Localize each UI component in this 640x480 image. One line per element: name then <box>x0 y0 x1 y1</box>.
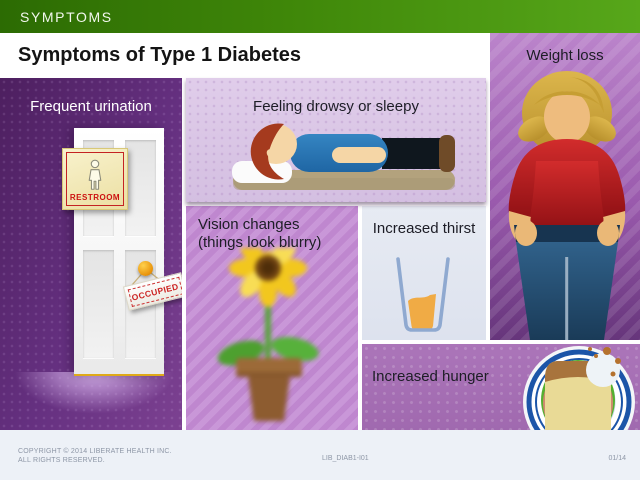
occupied-sign-label: OCCUPIED <box>130 280 180 303</box>
panel-title-line1: Vision changes <box>198 216 300 233</box>
panel-vision-changes: Vision changes (things look blurry) <box>186 206 358 430</box>
footer: COPYRIGHT © 2014 LIBERATE HEALTH INC. AL… <box>0 430 640 480</box>
woman-weight-loss-illustration <box>508 71 626 340</box>
panel-frequent-urination: Frequent urination RESTROOM OCCUPIED <box>0 78 182 430</box>
sandwich-plate-illustration <box>519 344 640 430</box>
panel-title: Increased hunger <box>372 368 489 385</box>
copyright-line2: ALL RIGHTS RESERVED. <box>18 457 105 464</box>
restroom-sign: RESTROOM <box>62 148 128 210</box>
panel-increased-hunger: Increased hunger <box>362 344 640 430</box>
panel-title: Feeling drowsy or sleepy <box>253 98 419 115</box>
document-code: LIB_DIAB1-I01 <box>322 455 369 462</box>
sunflower-illustration <box>217 248 319 421</box>
panel-title: Frequent urination <box>30 98 152 115</box>
door-panel <box>83 250 114 358</box>
door-panel <box>125 140 156 236</box>
copyright-text: COPYRIGHT © 2014 LIBERATE HEALTH INC. AL… <box>18 447 172 465</box>
header-bar: SYMPTOMS <box>0 0 640 33</box>
page-number: 01/14 <box>608 455 626 462</box>
panel-title-line2: (things look blurry) <box>198 234 322 251</box>
panel-increased-thirst: Increased thirst <box>362 206 486 340</box>
panel-title: Increased thirst <box>372 220 476 237</box>
restroom-person-icon <box>88 159 102 190</box>
door-light-glow <box>6 372 176 430</box>
restroom-sign-label: RESTROOM <box>69 193 121 202</box>
sleeping-person-illustration <box>232 123 455 190</box>
panel-feeling-drowsy: Feeling drowsy or sleepy <box>186 78 486 202</box>
juice-glass-illustration <box>396 257 450 332</box>
doorknob <box>138 261 153 276</box>
title-bar: Symptoms of Type 1 Diabetes <box>0 33 488 78</box>
panel-title: Weight loss <box>526 47 604 64</box>
panel-weight-loss: Weight loss <box>490 33 640 340</box>
copyright-line1: COPYRIGHT © 2014 LIBERATE HEALTH INC. <box>18 448 172 455</box>
section-label: SYMPTOMS <box>20 9 113 25</box>
page-title: Symptoms of Type 1 Diabetes <box>18 44 302 66</box>
panel-title: Vision changes (things look blurry) <box>198 216 358 252</box>
